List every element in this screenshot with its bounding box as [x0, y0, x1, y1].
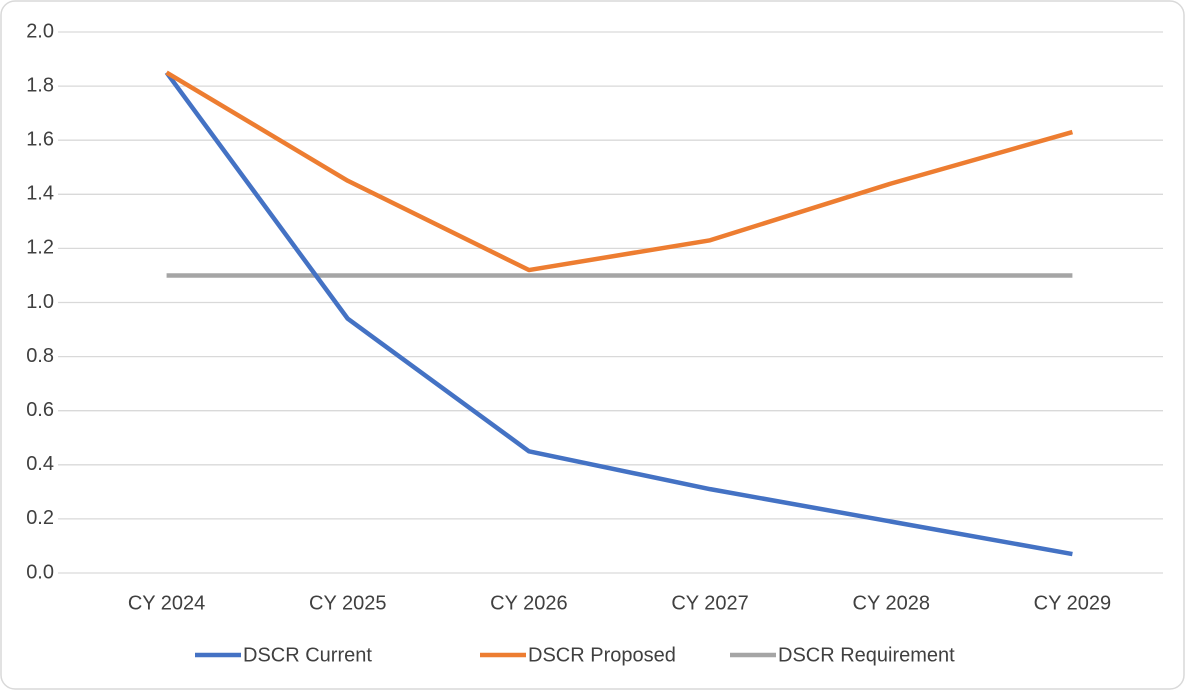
legend-label: DSCR Current	[243, 644, 372, 666]
y-tick-label: 1.4	[26, 183, 54, 205]
y-tick-label: 1.2	[26, 237, 54, 259]
data-line	[164, 71, 1073, 557]
y-tick-label: 0.8	[26, 345, 54, 367]
x-tick-label: CY 2026	[490, 592, 567, 614]
x-tick-label: CY 2025	[309, 592, 386, 614]
y-tick-label: 0.0	[26, 561, 54, 583]
y-tick-label: 0.4	[26, 453, 54, 475]
legend-label: DSCR Proposed	[528, 644, 676, 666]
y-tick-label: 1.8	[26, 74, 54, 96]
x-tick-label: CY 2029	[1034, 592, 1111, 614]
y-tick-label: 2.0	[26, 20, 54, 42]
x-tick-label: CY 2024	[128, 592, 205, 614]
y-tick-label: 0.2	[26, 507, 54, 529]
y-tick-label: 1.6	[26, 128, 54, 150]
y-tick-label: 1.0	[26, 291, 54, 313]
data-line	[165, 70, 1074, 273]
legend-label: DSCR Requirement	[778, 644, 955, 666]
x-tick-label: CY 2028	[853, 592, 930, 614]
x-tick-label: CY 2027	[671, 592, 748, 614]
y-tick-label: 0.6	[26, 399, 54, 421]
